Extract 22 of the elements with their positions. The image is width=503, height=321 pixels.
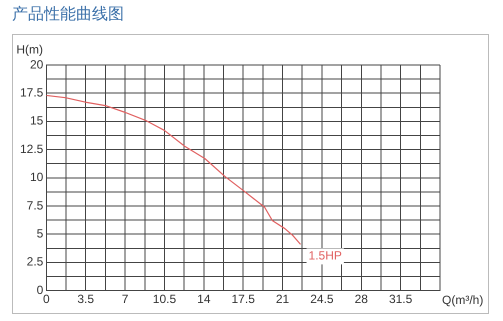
- x-tick-label: 28: [354, 292, 368, 306]
- x-tick-label: 10.5: [152, 292, 176, 306]
- x-tick-label: 31.5: [388, 292, 413, 306]
- x-tick-label: 24.5: [310, 292, 334, 306]
- x-tick-label: 7: [122, 292, 129, 306]
- y-tick-label: 0: [36, 282, 44, 297]
- x-tick-label: 14: [197, 292, 211, 306]
- x-tick-label: 17.5: [232, 292, 256, 306]
- y-tick-label: 17.5: [20, 86, 44, 100]
- y-tick-label: 10: [30, 170, 44, 184]
- y-tick-label: 15: [30, 114, 44, 128]
- x-tick-label: 21: [276, 292, 290, 306]
- y-tick-label: 20: [30, 57, 44, 72]
- chart-title: 产品性能曲线图: [12, 4, 124, 25]
- series-label: 1.5HP: [308, 248, 342, 263]
- y-tick-label: 5: [36, 226, 44, 241]
- x-axis-title: Q(m³/h): [442, 292, 484, 307]
- y-tick-label: 7.5: [26, 198, 44, 212]
- y-tick-label: 2.5: [26, 254, 44, 269]
- y-tick-label: 12.5: [20, 142, 44, 156]
- x-tick-label: 3.5: [77, 292, 94, 306]
- y-axis-title: H(m): [16, 42, 44, 56]
